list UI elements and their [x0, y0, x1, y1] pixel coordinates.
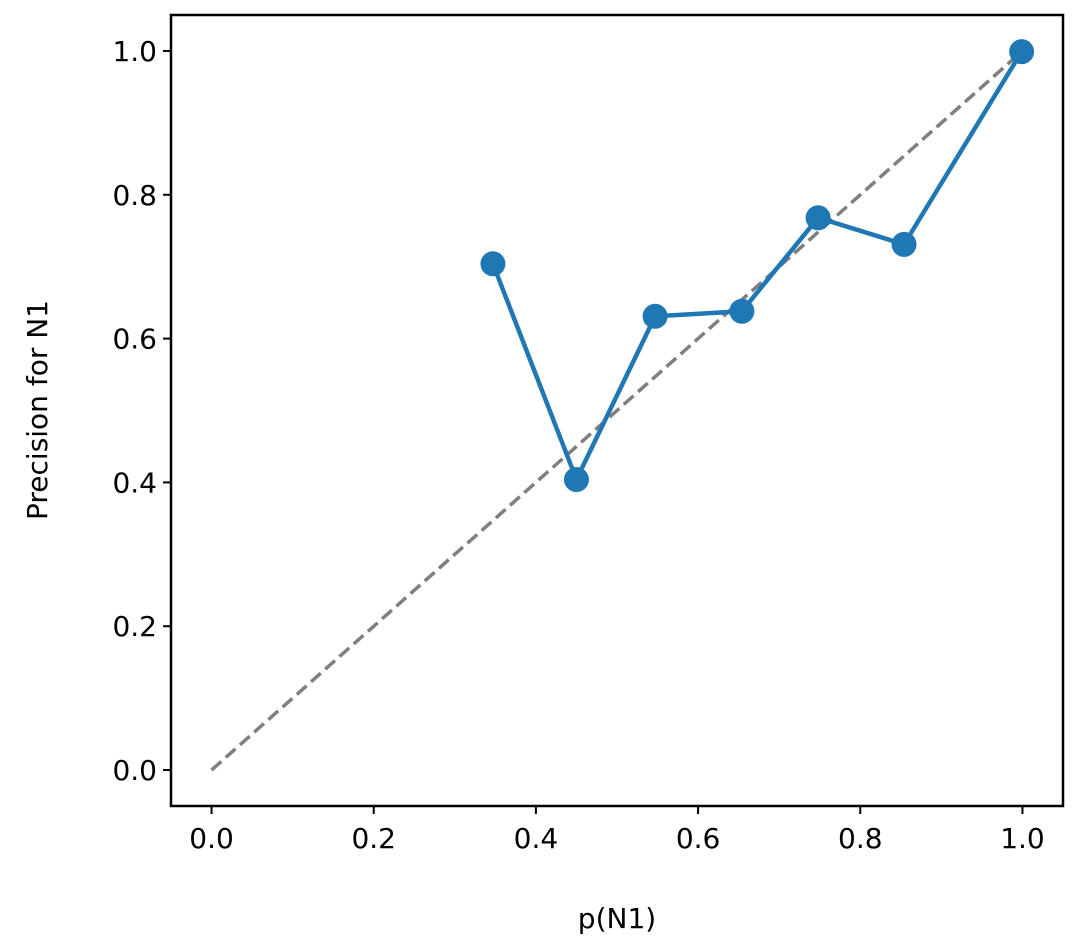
x-tick-label: 0.6	[676, 822, 721, 855]
x-tick-label: 0.0	[189, 822, 234, 855]
y-tick-label: 0.6	[112, 323, 157, 356]
x-tick-label: 0.2	[351, 822, 396, 855]
y-tick-label: 0.2	[112, 610, 157, 643]
reference-line	[210, 49, 1024, 772]
data-point	[1009, 39, 1035, 65]
y-axis-label: Precision for N1	[21, 300, 54, 520]
y-tick-label: 0.4	[112, 466, 157, 499]
x-tick-label: 0.8	[838, 822, 883, 855]
data-point	[805, 205, 831, 231]
data-point	[563, 467, 589, 493]
y-tick-label: 0.8	[112, 179, 157, 212]
data-point	[480, 251, 506, 277]
y-tick-label: 0.0	[112, 754, 157, 787]
data-point	[891, 231, 917, 257]
x-tick-label: 0.4	[514, 822, 559, 855]
y-tick-label: 1.0	[112, 35, 157, 68]
data-point	[729, 298, 755, 324]
data-line	[490, 50, 1024, 486]
x-tick-label: 1.0	[1000, 822, 1045, 855]
data-point	[642, 303, 668, 329]
x-axis-label: p(N1)	[578, 902, 656, 935]
plot-frame	[169, 13, 1065, 808]
